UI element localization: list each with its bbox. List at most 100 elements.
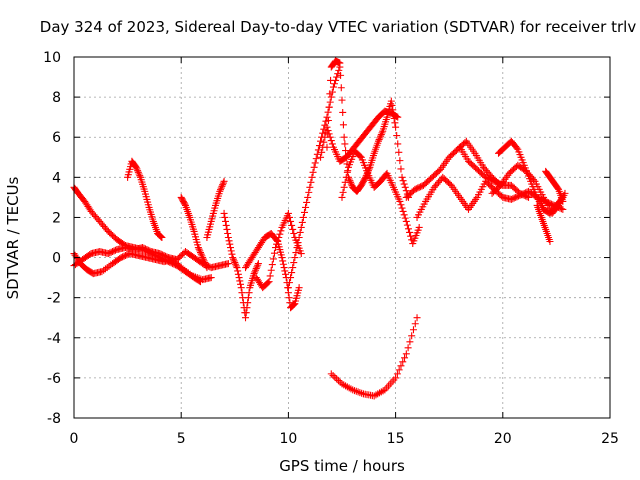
data-point <box>288 269 296 277</box>
grid-lines <box>74 57 610 418</box>
x-tick-label: 0 <box>70 431 79 447</box>
data-point <box>284 284 292 292</box>
data-point <box>330 80 338 88</box>
data-point <box>222 217 230 225</box>
data-point <box>395 366 403 374</box>
data-point <box>299 213 307 221</box>
data-point <box>274 237 282 245</box>
data-point <box>287 217 295 225</box>
data-point <box>342 147 350 155</box>
data-point <box>397 165 405 173</box>
data-point <box>559 205 567 213</box>
data-point <box>395 148 403 156</box>
data-point <box>244 299 252 307</box>
y-tick-label: -2 <box>47 291 61 307</box>
data-point <box>403 221 411 229</box>
data-point <box>238 289 246 297</box>
data-point <box>252 266 260 274</box>
data-point <box>530 176 538 184</box>
data-point <box>237 280 245 288</box>
data-point <box>327 370 335 378</box>
data-point <box>394 113 402 121</box>
data-point <box>339 188 347 196</box>
data-point <box>324 130 332 138</box>
data-point <box>305 188 313 196</box>
data-point <box>329 83 337 91</box>
data-point <box>401 354 409 362</box>
data-point <box>290 259 298 267</box>
data-point <box>391 119 399 127</box>
data-point <box>217 184 225 192</box>
data-point <box>272 244 280 252</box>
data-point <box>340 183 348 191</box>
data-points <box>70 57 569 400</box>
data-point <box>407 232 415 240</box>
data-point <box>402 187 410 195</box>
data-point <box>225 237 233 245</box>
y-tick-label: 0 <box>52 251 61 267</box>
data-point <box>275 234 283 241</box>
data-point <box>235 274 243 282</box>
data-point <box>333 73 341 81</box>
x-tick-label: 25 <box>601 431 619 447</box>
data-point <box>396 197 404 205</box>
data-point <box>310 163 318 171</box>
data-point <box>295 234 303 241</box>
data-point <box>156 232 164 240</box>
series-trace-5 <box>177 193 211 272</box>
data-point <box>374 137 382 145</box>
data-point <box>300 208 308 216</box>
data-point <box>393 132 401 140</box>
data-point <box>245 289 253 297</box>
data-point <box>135 170 143 178</box>
y-tick-label: 4 <box>52 170 61 186</box>
data-point <box>264 279 272 287</box>
data-point <box>335 66 343 74</box>
data-point <box>269 255 277 263</box>
series-trace-20 <box>533 201 554 246</box>
data-point <box>242 309 250 317</box>
x-tick-labels: 0 5 10 15 20 25 <box>70 431 619 447</box>
data-point <box>390 115 398 123</box>
data-point <box>134 168 142 176</box>
data-point <box>399 358 407 366</box>
data-point <box>224 260 232 268</box>
data-point <box>338 96 346 104</box>
data-point <box>273 240 281 248</box>
data-point <box>284 209 292 217</box>
data-point <box>276 230 284 238</box>
data-point <box>513 144 521 152</box>
data-point <box>157 233 165 241</box>
data-point <box>331 373 339 381</box>
data-point <box>326 90 334 98</box>
data-point <box>401 214 409 222</box>
data-point <box>415 223 423 231</box>
data-point <box>327 93 335 101</box>
data-point <box>325 103 333 111</box>
data-point <box>326 98 334 106</box>
y-tick-label: -4 <box>47 331 61 347</box>
data-point <box>397 362 405 370</box>
data-point <box>303 198 311 206</box>
data-point <box>290 229 298 237</box>
series-trace-19 <box>542 167 567 205</box>
data-point <box>361 175 369 183</box>
data-point <box>282 270 290 278</box>
x-tick-label: 5 <box>177 431 186 447</box>
data-point <box>265 278 273 286</box>
data-point <box>228 250 236 258</box>
data-point <box>291 254 299 262</box>
data-point <box>297 223 305 231</box>
data-point <box>411 320 419 328</box>
data-point <box>242 314 250 322</box>
data-point <box>393 370 401 378</box>
data-point <box>289 264 297 272</box>
data-point <box>227 247 235 255</box>
data-point <box>323 123 331 131</box>
data-point <box>342 153 350 161</box>
data-point <box>295 284 303 292</box>
data-point <box>251 268 259 276</box>
data-point <box>398 204 406 212</box>
data-point <box>546 238 554 246</box>
data-point <box>376 134 384 142</box>
